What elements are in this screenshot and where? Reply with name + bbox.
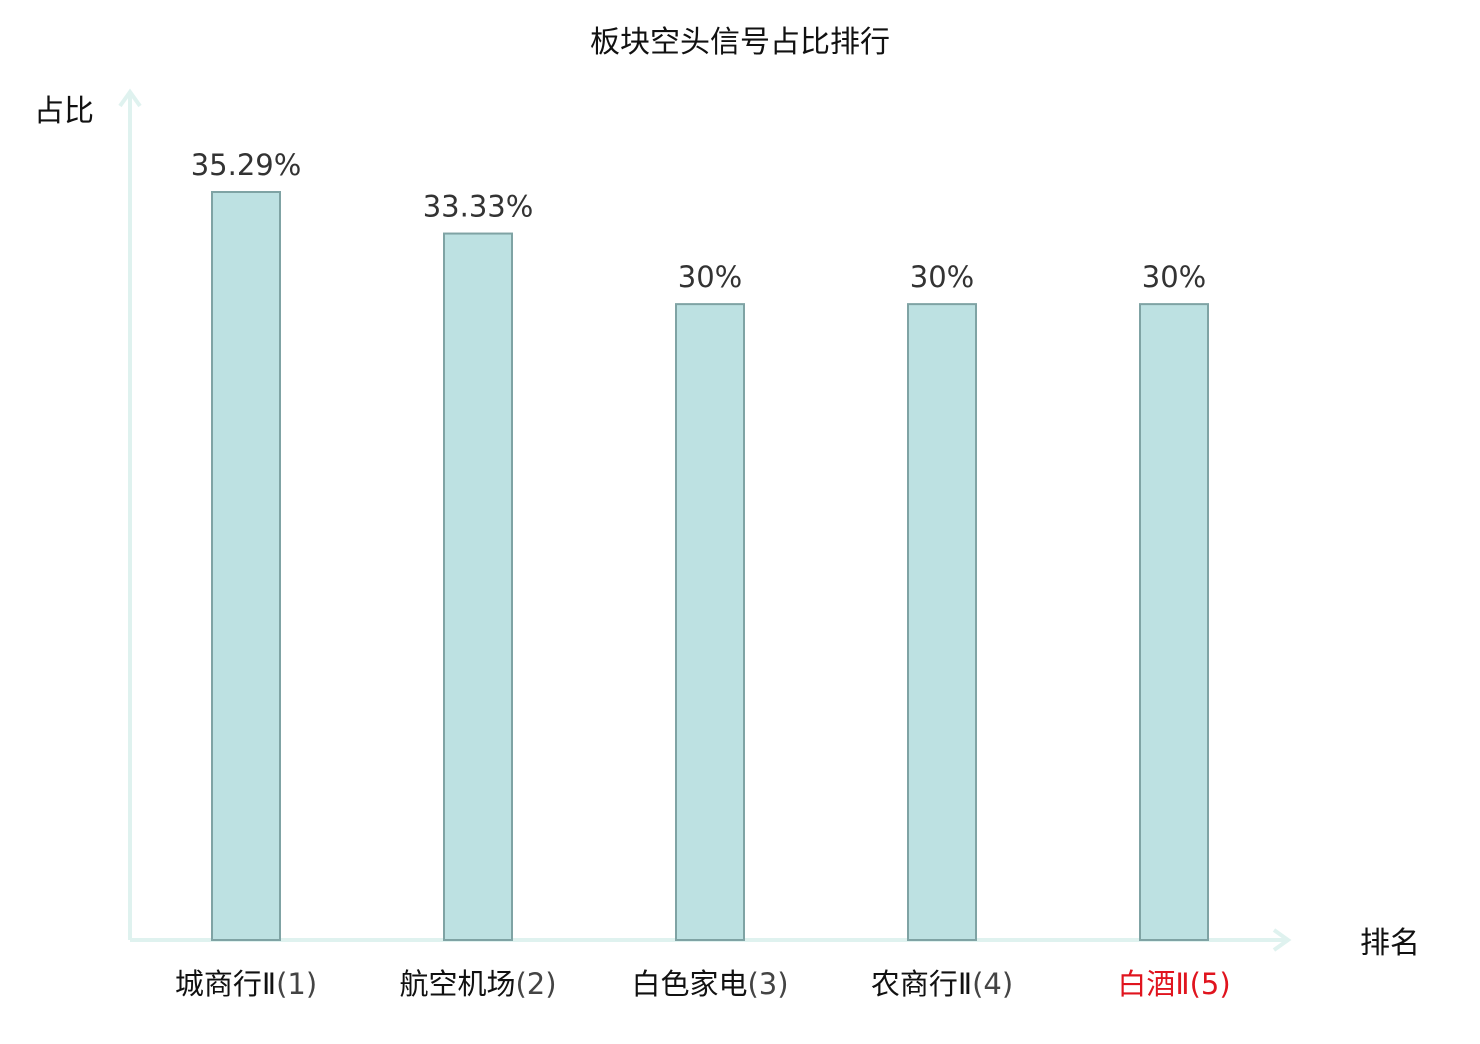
- category-rank-3: (3): [747, 967, 788, 1001]
- category-label-5: 白酒Ⅱ(5): [1117, 967, 1230, 1001]
- value-label-4: 30%: [910, 260, 974, 294]
- bar-1: [211, 191, 281, 941]
- category-label-2: 航空机场(2): [399, 967, 556, 1001]
- value-label-2: 33.33%: [423, 190, 534, 224]
- category-label-1: 城商行Ⅱ(1): [175, 967, 317, 1001]
- chart-title: 板块空头信号占比排行: [590, 25, 890, 60]
- value-label-1: 35.29%: [191, 148, 302, 182]
- category-rank-1: (1): [276, 967, 317, 1001]
- category-name-2: 航空机场: [399, 967, 515, 1001]
- category-name-3: 白色家电: [631, 967, 747, 1001]
- category-name-5: 白酒Ⅱ: [1117, 967, 1189, 1001]
- value-labels: 35.29% 33.33% 30% 30% 30%: [191, 148, 1207, 294]
- bar-4: [907, 303, 977, 942]
- bar-5: [1139, 303, 1209, 942]
- value-label-3: 30%: [678, 260, 742, 294]
- x-axis-label: 排名: [1360, 926, 1420, 961]
- bar-2: [443, 232, 513, 942]
- value-label-5: 30%: [1142, 260, 1206, 294]
- category-rank-2: (2): [515, 967, 556, 1001]
- y-axis-arrow-icon: [118, 88, 142, 108]
- category-label-4: 农商行Ⅱ(4): [871, 967, 1013, 1001]
- category-rank-4: (4): [972, 967, 1013, 1001]
- category-label-3: 白色家电(3): [631, 967, 788, 1001]
- category-name-1: 城商行Ⅱ: [175, 967, 276, 1001]
- y-axis-label: 占比: [34, 94, 94, 129]
- x-axis-arrow-icon: [1272, 928, 1292, 952]
- bars: [211, 191, 1209, 942]
- category-labels: 城商行Ⅱ(1) 航空机场(2) 白色家电(3) 农商行Ⅱ(4) 白酒Ⅱ(5): [175, 967, 1231, 1001]
- category-rank-5: (5): [1190, 967, 1231, 1001]
- category-name-4: 农商行Ⅱ: [871, 967, 972, 1001]
- bar-3: [675, 303, 745, 942]
